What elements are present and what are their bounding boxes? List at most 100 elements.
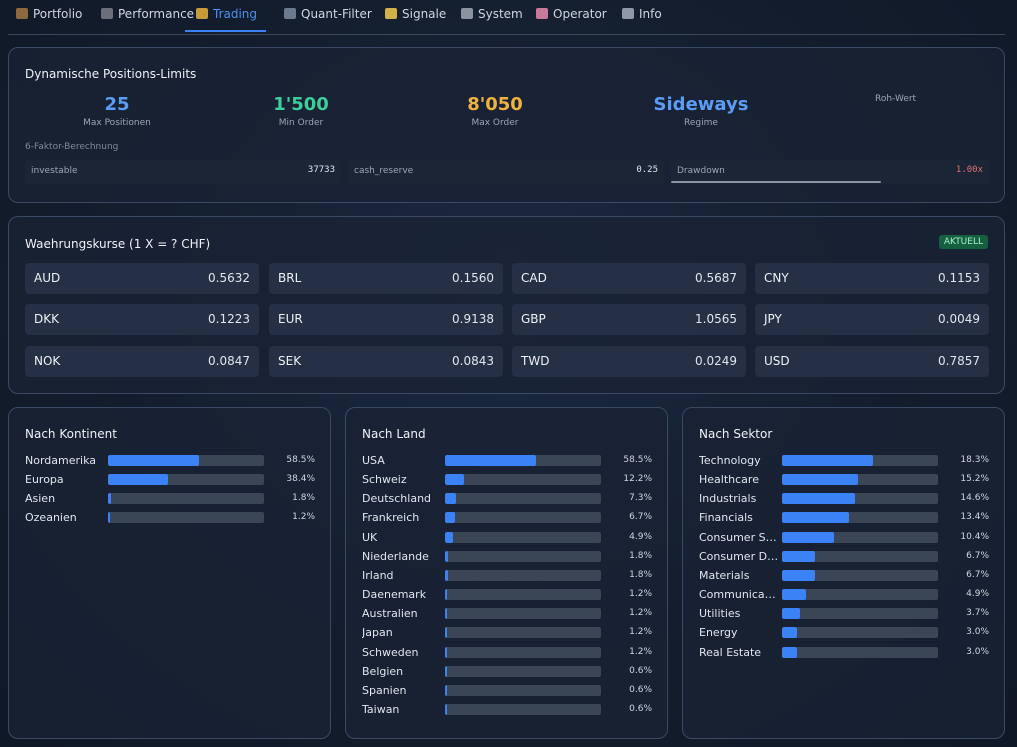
tab-label: System — [478, 7, 523, 21]
distribution-row: Taiwan 0.6% — [362, 702, 652, 717]
distribution-row: Asien 1.8% — [25, 491, 315, 506]
percentage-bar — [782, 569, 938, 581]
currency-rate: 0.5687 — [695, 271, 737, 285]
row-label: Niederlande — [362, 549, 429, 563]
currency-rate: 0.7857 — [938, 354, 980, 368]
row-percentage: 1.2% — [629, 646, 652, 657]
currency-rate: 0.1153 — [938, 271, 980, 285]
tab-label: Performance — [118, 7, 195, 21]
percentage-bar — [445, 493, 601, 505]
row-label: Utilities — [699, 607, 741, 621]
percentage-bar — [108, 474, 264, 486]
tab-label: Info — [639, 7, 662, 21]
fx-rate-cny: CNY 0.1153 — [755, 263, 989, 294]
distribution-row: Europa 38.4% — [25, 472, 315, 487]
row-percentage: 1.2% — [629, 627, 652, 638]
distribution-row: Materials 6.7% — [699, 568, 989, 583]
percentage-bar-fill — [782, 512, 849, 524]
percentage-bar-fill — [108, 493, 111, 505]
currency-rate: 0.0049 — [938, 312, 980, 326]
row-percentage: 1.2% — [629, 608, 652, 619]
currency-rate: 0.0249 — [695, 354, 737, 368]
percentage-bar — [445, 512, 601, 524]
distribution-row: UK 4.9% — [362, 530, 652, 545]
fx-rate-twd: TWD 0.0249 — [512, 346, 746, 377]
distribution-row: Industrials 14.6% — [699, 491, 989, 506]
percentage-bar — [445, 569, 601, 581]
currency-rate: 1.0565 — [695, 312, 737, 326]
tab-label: Trading — [213, 7, 258, 21]
metric-label: Max Order — [471, 118, 519, 128]
percentage-bar-fill — [782, 493, 855, 505]
distribution-row: Nordamerika 58.5% — [25, 453, 315, 468]
distribution-row: Consumer St... 10.4% — [699, 530, 989, 545]
row-label: Materials — [699, 568, 750, 582]
row-percentage: 1.2% — [629, 589, 652, 600]
row-percentage: 1.8% — [629, 569, 652, 580]
row-label: Frankreich — [362, 511, 420, 525]
card-title: Nach Kontinent — [25, 427, 117, 441]
metric-max-positionen: 25 Max Positionen — [27, 94, 207, 128]
percentage-bar-fill — [108, 512, 110, 524]
tab-info[interactable]: Info — [622, 0, 662, 30]
row-percentage: 14.6% — [960, 493, 989, 504]
percentage-bar-fill — [108, 474, 168, 486]
card-title: Dynamische Positions-Limits — [25, 67, 197, 81]
tab-operator[interactable]: Operator — [536, 0, 607, 30]
row-label: Nordamerika — [25, 454, 96, 467]
currency-code: TWD — [521, 354, 550, 368]
distribution-row: Real Estate 3.0% — [699, 645, 989, 660]
percentage-bar — [108, 493, 264, 505]
percentage-bar — [445, 627, 601, 639]
row-percentage: 1.8% — [292, 493, 315, 504]
percentage-bar-fill — [782, 608, 801, 620]
row-label: Consumer Di... — [699, 549, 779, 563]
row-percentage: 7.3% — [629, 493, 652, 504]
briefcase-icon — [16, 8, 28, 19]
tab-signale[interactable]: Signale — [385, 0, 446, 30]
fx-rate-cad: CAD 0.5687 — [512, 263, 746, 294]
percentage-bar — [445, 646, 601, 658]
continent-distribution-card: Nach Kontinent Nordamerika 58.5% Europa 38.… — [8, 407, 331, 739]
tab-quant-filter[interactable]: Quant-Filter — [284, 0, 372, 30]
row-label: Asien — [25, 492, 56, 506]
metric-label: Regime — [684, 118, 718, 128]
country-distribution-card: Nach Land USA 58.5% Schweiz 12.2% Deutschlan… — [345, 407, 668, 739]
fx-rate-jpy: JPY 0.0049 — [755, 304, 989, 335]
fx-rate-aud: AUD 0.5632 — [25, 263, 259, 294]
sector-distribution-card: Nach Sektor Technology 18.3% Healthcare 15.… — [682, 407, 1005, 739]
factor-investable: investable 37733 — [25, 160, 341, 184]
card-title: Nach Land — [362, 427, 426, 441]
metric-min-order: 1'500 Min Order — [211, 94, 391, 128]
percentage-bar — [445, 608, 601, 620]
chart-icon — [101, 8, 113, 19]
percentage-bar-fill — [782, 550, 816, 562]
row-percentage: 58.5% — [623, 455, 652, 465]
factor-name: Drawdown — [677, 166, 725, 176]
row-percentage: 6.7% — [966, 569, 989, 580]
percentage-bar — [445, 684, 601, 696]
tab-trading[interactable]: Trading — [185, 0, 267, 32]
row-percentage: 1.2% — [292, 512, 315, 523]
tab-performance[interactable]: Performance — [101, 0, 194, 30]
row-percentage: 58.5% — [286, 455, 315, 465]
distribution-row: Utilities 3.7% — [699, 606, 989, 621]
row-percentage: 1.8% — [629, 550, 652, 561]
metric-max-order: 8'050 Max Order — [405, 94, 585, 128]
tab-system[interactable]: System — [461, 0, 523, 30]
percentage-bar — [108, 455, 264, 466]
money-bag-icon — [196, 8, 208, 19]
factor-value: 0.25 — [636, 165, 658, 175]
fx-rate-eur: EUR 0.9138 — [269, 304, 503, 335]
drawdown-progress-bar — [671, 181, 881, 183]
distribution-row: Belgien 0.6% — [362, 664, 652, 679]
tab-label: Quant-Filter — [301, 7, 372, 21]
bar-chart-icon — [284, 8, 296, 19]
row-label: Energy — [699, 626, 738, 640]
fx-rate-gbp: GBP 1.0565 — [512, 304, 746, 335]
row-percentage: 6.7% — [629, 512, 652, 523]
tab-portfolio[interactable]: Portfolio — [16, 0, 82, 30]
metric-value: 25 — [104, 94, 130, 115]
row-percentage: 15.2% — [960, 474, 989, 485]
fx-rate-brl: BRL 0.1560 — [269, 263, 503, 294]
